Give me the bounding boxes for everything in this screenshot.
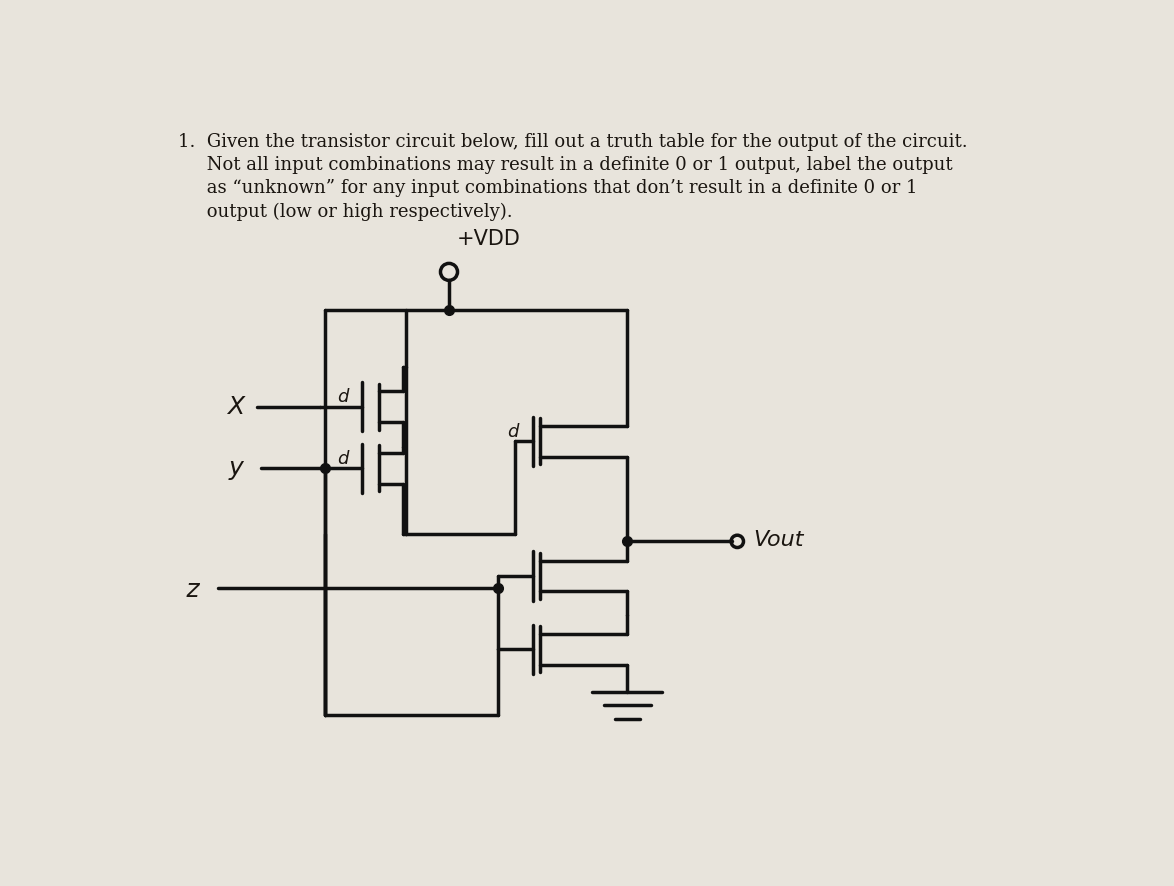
Text: Not all input combinations may result in a definite 0 or 1 output, label the out: Not all input combinations may result in…: [177, 156, 952, 175]
Text: output (low or high respectively).: output (low or high respectively).: [177, 203, 512, 221]
Text: z: z: [188, 576, 202, 600]
Text: +VDD: +VDD: [457, 229, 520, 249]
Text: as “unknown” for any input combinations that don’t result in a definite 0 or 1: as “unknown” for any input combinations …: [177, 180, 917, 198]
Text: d: d: [337, 388, 349, 407]
Text: d: d: [507, 423, 519, 441]
Text: Vout: Vout: [754, 530, 804, 550]
Text: 1.  Given the transistor circuit below, fill out a truth table for the output of: 1. Given the transistor circuit below, f…: [177, 133, 967, 152]
Text: y: y: [229, 456, 243, 480]
Text: d: d: [337, 450, 349, 468]
Text: X: X: [228, 394, 244, 418]
